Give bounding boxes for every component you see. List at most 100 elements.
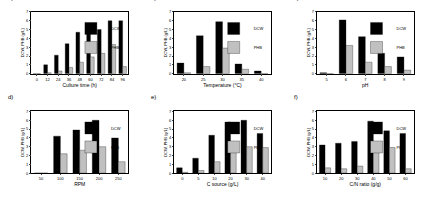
svg-text:7: 7 — [26, 9, 29, 14]
svg-text:6: 6 — [169, 118, 172, 123]
svg-text:1: 1 — [26, 62, 29, 67]
svg-text:20: 20 — [339, 176, 344, 181]
svg-text:DCW: DCW — [111, 26, 121, 31]
svg-text:pH: pH — [362, 82, 369, 88]
svg-text:30: 30 — [244, 176, 249, 181]
svg-text:PHB: PHB — [254, 45, 263, 50]
svg-text:60: 60 — [403, 176, 408, 181]
svg-text:5: 5 — [26, 126, 29, 131]
svg-text:6: 6 — [312, 18, 315, 23]
svg-text:7: 7 — [364, 77, 367, 82]
svg-text:6: 6 — [312, 118, 315, 123]
svg-text:PHB: PHB — [397, 45, 406, 50]
svg-text:250: 250 — [115, 176, 122, 181]
svg-text:6: 6 — [26, 18, 29, 23]
svg-text:96: 96 — [120, 77, 125, 82]
svg-text:1: 1 — [312, 162, 315, 167]
svg-text:0: 0 — [26, 71, 29, 76]
svg-text:RPM: RPM — [74, 181, 85, 187]
svg-text:0: 0 — [312, 71, 315, 76]
svg-text:7: 7 — [169, 109, 172, 114]
svg-text:0: 0 — [169, 171, 172, 176]
svg-text:C source (g/L): C source (g/L) — [207, 181, 239, 187]
svg-text:1: 1 — [169, 62, 172, 67]
svg-text:48: 48 — [77, 77, 82, 82]
svg-text:6: 6 — [26, 118, 29, 123]
svg-text:20: 20 — [182, 77, 187, 82]
svg-text:5: 5 — [169, 126, 172, 131]
svg-text:f): f) — [294, 94, 298, 100]
svg-text:2: 2 — [26, 153, 29, 158]
svg-text:10: 10 — [212, 176, 217, 181]
svg-text:4: 4 — [26, 36, 29, 41]
svg-text:e): e) — [151, 94, 156, 100]
svg-text:10: 10 — [323, 176, 328, 181]
svg-text:5: 5 — [312, 27, 315, 32]
svg-text:a): a) — [8, 0, 13, 1]
svg-text:PHB: PHB — [397, 145, 406, 150]
svg-text:12: 12 — [45, 77, 50, 82]
svg-text:0: 0 — [181, 176, 184, 181]
svg-text:2: 2 — [26, 53, 29, 58]
svg-text:DCW, PHB (g/L): DCW, PHB (g/L) — [20, 127, 25, 157]
svg-text:100: 100 — [57, 176, 64, 181]
svg-text:2: 2 — [169, 53, 172, 58]
svg-text:DCW: DCW — [397, 26, 407, 31]
svg-text:4: 4 — [169, 36, 172, 41]
svg-text:0: 0 — [169, 71, 172, 76]
svg-text:40: 40 — [371, 176, 376, 181]
svg-text:8: 8 — [384, 77, 387, 82]
svg-text:7: 7 — [312, 9, 315, 14]
svg-text:2: 2 — [312, 153, 315, 158]
svg-text:3: 3 — [26, 144, 29, 149]
svg-text:5: 5 — [169, 27, 172, 32]
svg-text:Culture time (h): Culture time (h) — [62, 82, 97, 88]
svg-text:6: 6 — [169, 18, 172, 23]
svg-text:0: 0 — [26, 171, 29, 176]
svg-text:30: 30 — [220, 77, 225, 82]
svg-text:1: 1 — [312, 62, 315, 67]
svg-text:PHB: PHB — [111, 45, 120, 50]
svg-text:DCW, PHB (g/L): DCW, PHB (g/L) — [306, 28, 311, 58]
svg-text:4: 4 — [169, 135, 172, 140]
svg-text:50: 50 — [39, 176, 44, 181]
svg-text:24: 24 — [56, 77, 61, 82]
svg-text:7: 7 — [169, 9, 172, 14]
svg-text:DCW: DCW — [254, 26, 264, 31]
svg-text:50: 50 — [387, 176, 392, 181]
svg-text:2: 2 — [312, 53, 315, 58]
svg-text:5: 5 — [326, 77, 329, 82]
svg-text:200: 200 — [96, 176, 103, 181]
svg-text:40: 40 — [259, 77, 264, 82]
svg-text:30: 30 — [355, 176, 360, 181]
svg-text:DCW, PHB (g/L): DCW, PHB (g/L) — [163, 127, 168, 157]
svg-text:c): c) — [294, 0, 299, 1]
svg-text:35: 35 — [240, 77, 245, 82]
svg-text:40: 40 — [261, 176, 266, 181]
svg-text:5: 5 — [312, 126, 315, 131]
svg-text:DCW: DCW — [254, 126, 264, 131]
svg-text:DCW, PHB (g/L): DCW, PHB (g/L) — [306, 127, 311, 157]
svg-text:0: 0 — [36, 77, 39, 82]
svg-text:20: 20 — [228, 176, 233, 181]
svg-text:7: 7 — [26, 109, 29, 114]
svg-text:Temperature (°C): Temperature (°C) — [203, 82, 242, 88]
svg-text:2: 2 — [169, 153, 172, 158]
svg-text:PHB: PHB — [111, 145, 120, 150]
svg-text:72: 72 — [99, 77, 104, 82]
svg-text:0: 0 — [312, 171, 315, 176]
svg-text:36: 36 — [67, 77, 72, 82]
svg-text:4: 4 — [26, 135, 29, 140]
svg-text:150: 150 — [76, 176, 83, 181]
svg-text:9: 9 — [403, 77, 406, 82]
svg-text:6: 6 — [345, 77, 348, 82]
svg-text:4: 4 — [312, 135, 315, 140]
svg-text:5: 5 — [197, 176, 200, 181]
svg-text:DCW, PHB (g/L): DCW, PHB (g/L) — [163, 28, 168, 58]
svg-text:DCW: DCW — [397, 126, 407, 131]
svg-text:b): b) — [151, 0, 156, 1]
svg-text:7: 7 — [312, 109, 315, 114]
svg-text:4: 4 — [312, 36, 315, 41]
svg-text:3: 3 — [169, 45, 172, 50]
svg-text:3: 3 — [169, 144, 172, 149]
